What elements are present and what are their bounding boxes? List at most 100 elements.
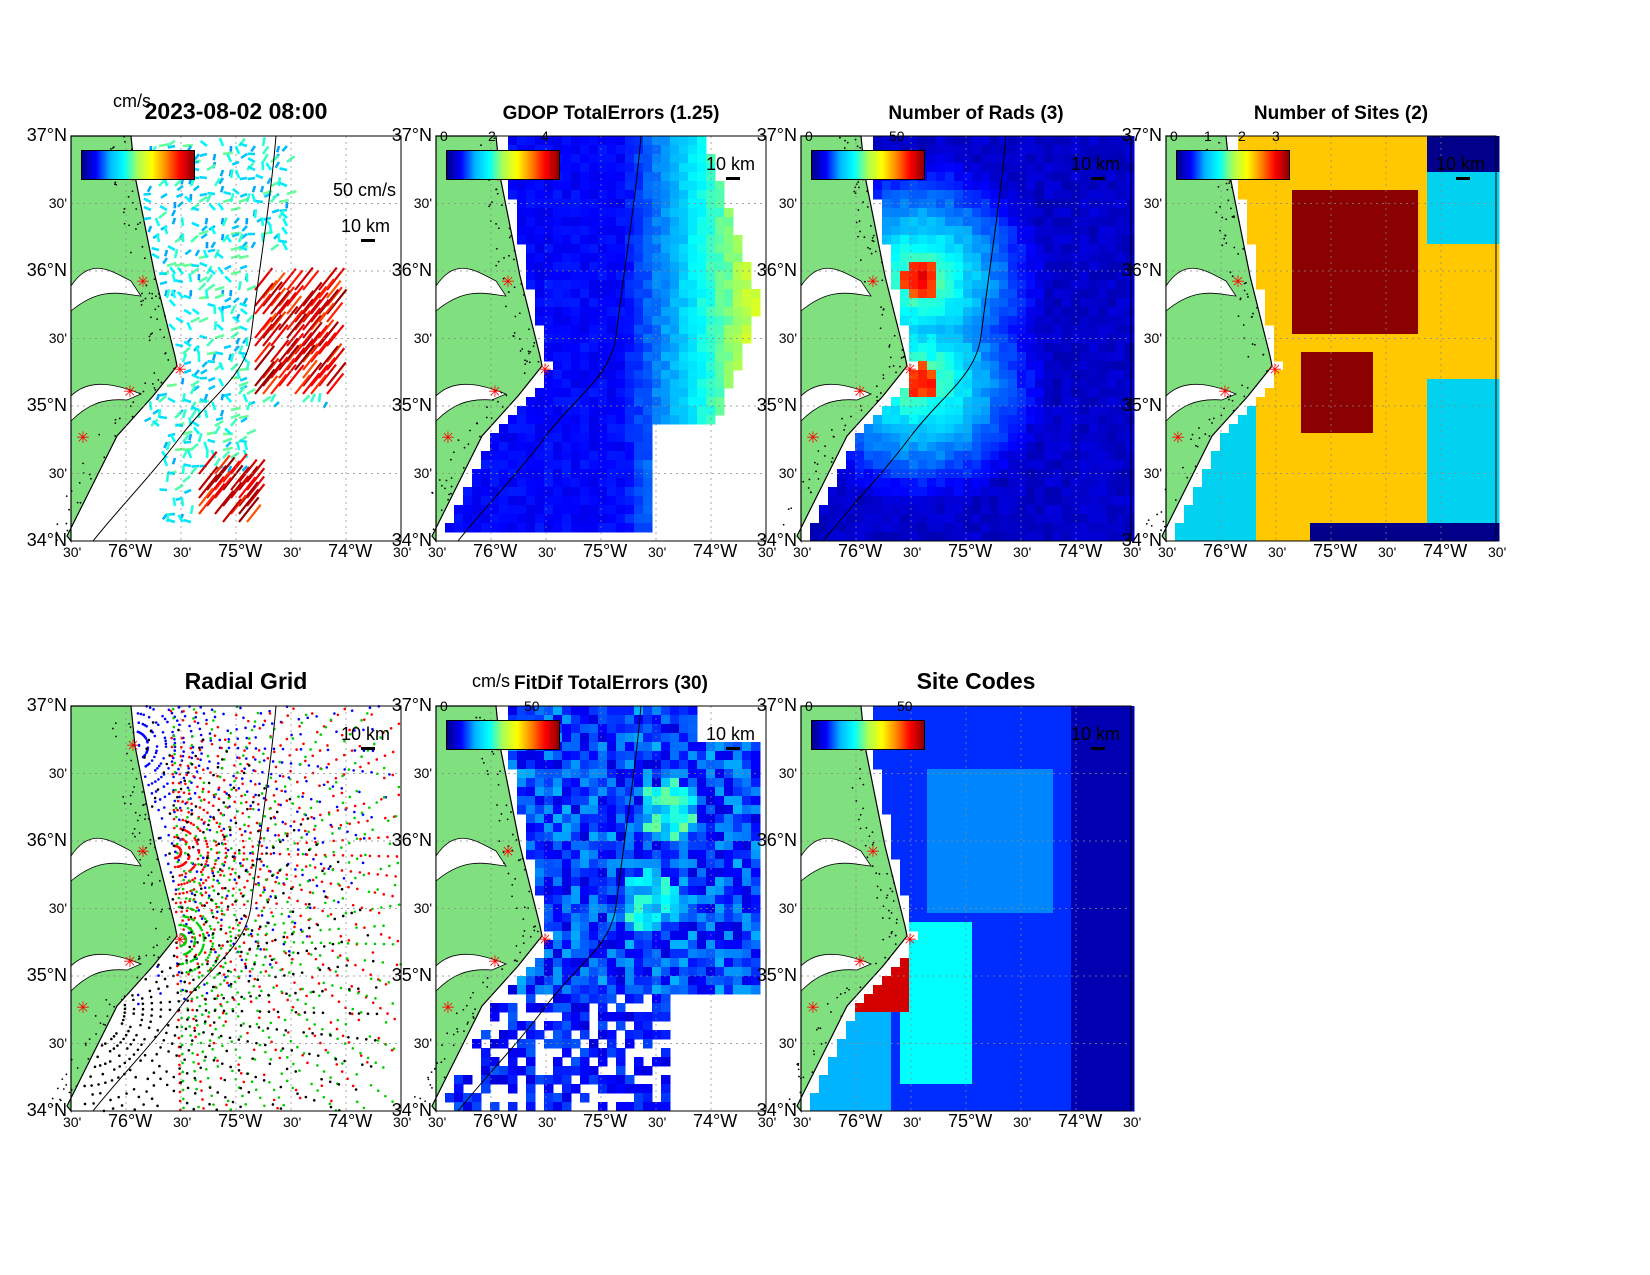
current-vector: [245, 401, 252, 411]
field-cell: [864, 496, 874, 506]
field-cell: [1400, 496, 1410, 506]
field-cell: [679, 280, 689, 290]
field-cell: [634, 145, 644, 155]
field-cell: [1125, 343, 1135, 353]
field-cell: [634, 352, 644, 362]
field-cell: [1472, 523, 1482, 533]
field-cell: [652, 136, 662, 146]
field-cell: [580, 280, 590, 290]
coast-dot: [138, 832, 141, 834]
field-cell: [652, 262, 662, 272]
field-cell: [1116, 424, 1126, 434]
field-cell: [544, 523, 554, 533]
field-cell: [1026, 478, 1036, 488]
field-cell: [1089, 334, 1099, 344]
current-vector: [191, 373, 200, 380]
field-cell: [1089, 235, 1099, 245]
radial-grid-point: [242, 716, 245, 720]
field-cell: [562, 370, 572, 380]
field-cell: [571, 316, 581, 326]
field-cell: [1463, 487, 1473, 497]
field-cell: [1364, 532, 1374, 542]
field-cell: [715, 397, 725, 407]
field-cell: [670, 289, 680, 299]
coast-dot: [129, 802, 132, 805]
current-vector: [222, 481, 243, 507]
field-cell: [1098, 397, 1108, 407]
field-cell: [598, 208, 608, 218]
coast-dot: [1145, 522, 1148, 525]
field-cell: [1229, 505, 1239, 515]
coast-dot: [84, 1042, 87, 1045]
field-cell: [1053, 424, 1063, 434]
field-cell: [607, 379, 617, 389]
coast-dot: [129, 794, 132, 797]
field-cell: [1409, 514, 1419, 524]
field-cell: [598, 325, 608, 335]
field-cell: [715, 208, 725, 218]
field-cell: [1346, 361, 1356, 371]
field-cell: [1310, 388, 1320, 398]
field-cell: [553, 208, 563, 218]
current-vector: [144, 416, 152, 423]
field-cell: [1292, 190, 1302, 200]
field-cell: [1346, 298, 1356, 308]
field-cell: [882, 460, 892, 470]
field-cell: [1355, 343, 1365, 353]
field-cell: [1256, 469, 1266, 479]
current-vector: [230, 362, 239, 371]
field-cell: [1008, 298, 1018, 308]
current-vector: [213, 321, 218, 331]
field-cell: [643, 460, 653, 470]
field-cell: [679, 136, 689, 146]
current-vector: [245, 361, 251, 371]
field-cell: [517, 217, 527, 227]
coast-dot: [850, 415, 852, 418]
field-cell: [1017, 460, 1027, 470]
field-cell: [1089, 496, 1099, 506]
field-cell: [1238, 496, 1248, 506]
field-cell: [1301, 154, 1311, 164]
field-cell: [1418, 172, 1428, 182]
field-cell: [544, 280, 554, 290]
current-vector: [246, 284, 257, 292]
field-cell: [742, 316, 752, 326]
sound-water: [70, 953, 143, 992]
field-cell: [625, 172, 635, 182]
field-cell: [1292, 388, 1302, 398]
field-cell: [625, 514, 635, 524]
field-cell: [670, 208, 680, 218]
current-vector: [310, 364, 329, 387]
field-cell: [972, 244, 982, 254]
field-cell: [891, 514, 901, 524]
field-cell: [1247, 406, 1257, 416]
coast-dot: [1217, 185, 1220, 188]
field-cell: [909, 532, 919, 542]
field-cell: [1044, 514, 1054, 524]
field-cell: [981, 397, 991, 407]
radial-grid-point: [235, 727, 238, 731]
field-cell: [945, 181, 955, 191]
field-cell: [1382, 325, 1392, 335]
field-cell: [1382, 217, 1392, 227]
field-cell: [936, 163, 946, 173]
field-cell: [706, 244, 716, 254]
field-cell: [535, 217, 545, 227]
field-cell: [670, 154, 680, 164]
field-cell: [1107, 469, 1117, 479]
field-cell: [1017, 136, 1027, 146]
radial-grid-point: [170, 711, 174, 715]
field-cell: [1400, 145, 1410, 155]
field-cell: [900, 307, 910, 317]
field-cell: [724, 226, 734, 236]
current-vector: [203, 393, 209, 401]
coast-dot: [1182, 466, 1184, 469]
field-cell: [891, 397, 901, 407]
field-cell: [936, 325, 946, 335]
field-cell: [1454, 262, 1464, 272]
field-cell: [999, 370, 1009, 380]
coast-dot: [504, 305, 507, 308]
radial-grid-point: [167, 708, 171, 712]
field-cell: [927, 262, 937, 272]
field-cell: [1089, 370, 1099, 380]
